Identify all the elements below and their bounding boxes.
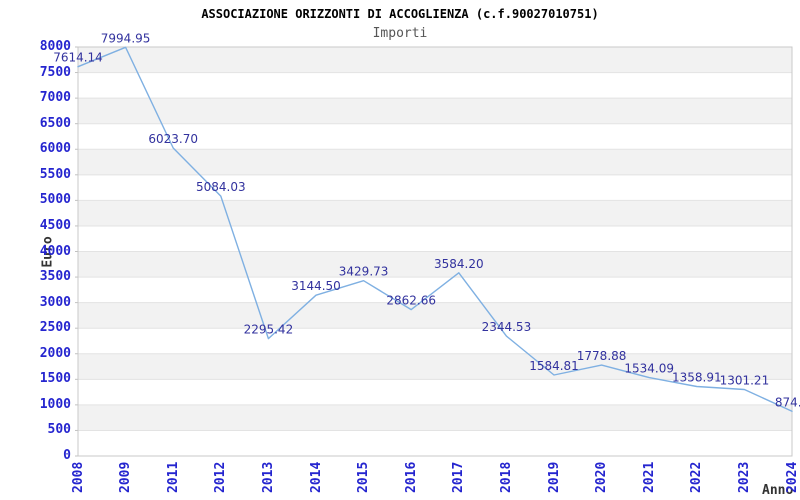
x-tick-label: 2017 xyxy=(451,461,467,493)
chart-title: ASSOCIAZIONE ORIZZONTI DI ACCOGLIENZA (c… xyxy=(201,7,599,21)
data-point-label: 2344.53 xyxy=(482,320,532,334)
plot-band xyxy=(78,98,792,124)
plot-band xyxy=(78,328,792,354)
data-point-label: 2862.66 xyxy=(386,294,436,308)
data-point-label: 1778.88 xyxy=(577,349,627,363)
data-point-label: 874.2 xyxy=(775,395,800,409)
y-tick-label: 6500 xyxy=(39,115,71,131)
y-tick-label: 1000 xyxy=(39,396,71,412)
data-point-label: 1584.81 xyxy=(529,359,579,373)
x-tick-label: 2013 xyxy=(260,461,276,493)
y-tick-label: 7000 xyxy=(39,90,71,106)
y-tick-label: 5500 xyxy=(39,166,71,182)
x-tick-label: 2019 xyxy=(546,461,562,493)
data-point-label: 7994.95 xyxy=(101,31,151,45)
x-axis-title: Anno xyxy=(762,483,794,498)
plot-border xyxy=(77,46,793,457)
x-tick-label: 2011 xyxy=(165,461,181,493)
data-point-label: 5084.03 xyxy=(196,180,246,194)
x-tick-label: 2012 xyxy=(213,461,229,493)
chart-subtitle: Importi xyxy=(372,26,428,41)
plot-band xyxy=(78,277,792,303)
data-point-label: 2295.42 xyxy=(244,323,294,337)
x-tick-label: 2018 xyxy=(498,461,514,493)
x-tick-label: 2009 xyxy=(118,461,134,493)
plot-band xyxy=(78,123,792,150)
x-tick-label: 2023 xyxy=(736,461,752,493)
plot-band xyxy=(78,302,792,329)
x-tick-label: 2024 xyxy=(784,461,800,493)
data-point-label: 1358.91 xyxy=(672,371,722,385)
x-tick-label: 2008 xyxy=(70,461,86,493)
plot-band xyxy=(78,149,792,175)
y-tick-label: 5000 xyxy=(39,192,71,208)
y-tick-label: 4000 xyxy=(39,243,71,259)
plot-band xyxy=(78,225,792,252)
y-tick-label: 8000 xyxy=(39,39,71,54)
x-tick-label: 2014 xyxy=(308,461,324,493)
data-point-label: 3144.50 xyxy=(291,279,341,293)
plot-band xyxy=(78,404,792,431)
y-tick-label: 0 xyxy=(63,448,71,463)
data-point-label: 3584.20 xyxy=(434,257,484,271)
y-tick-label: 7500 xyxy=(39,64,71,80)
data-point-label: 6023.70 xyxy=(148,132,198,146)
y-tick-label: 2500 xyxy=(39,320,71,336)
y-tick-label: 2000 xyxy=(39,345,71,361)
x-tick-label: 2020 xyxy=(594,461,610,493)
x-tick-label: 2016 xyxy=(403,461,419,493)
x-tick-label: 2021 xyxy=(641,461,657,493)
x-tick-label: 2022 xyxy=(689,461,705,493)
y-tick-label: 6000 xyxy=(39,141,71,157)
plot-band xyxy=(78,430,792,456)
plot-band xyxy=(78,379,792,405)
plot-band xyxy=(78,251,792,278)
y-tick-label: 4500 xyxy=(39,217,71,233)
y-tick-label: 3000 xyxy=(39,294,71,310)
data-point-label: 7614.14 xyxy=(53,51,103,65)
plot-band xyxy=(78,72,792,99)
y-tick-label: 3500 xyxy=(39,269,71,285)
plot-band xyxy=(78,200,792,226)
plot-band xyxy=(78,174,792,201)
plot-band xyxy=(78,353,792,380)
data-point-label: 1301.21 xyxy=(720,374,770,388)
plot-band xyxy=(78,47,792,73)
y-tick-label: 500 xyxy=(47,422,71,438)
data-point-label: 1534.09 xyxy=(624,362,674,376)
data-line[interactable] xyxy=(77,46,793,412)
y-tick-label: 1500 xyxy=(39,371,71,387)
x-tick-label: 2015 xyxy=(356,461,372,493)
data-point-label: 3429.73 xyxy=(339,265,389,279)
